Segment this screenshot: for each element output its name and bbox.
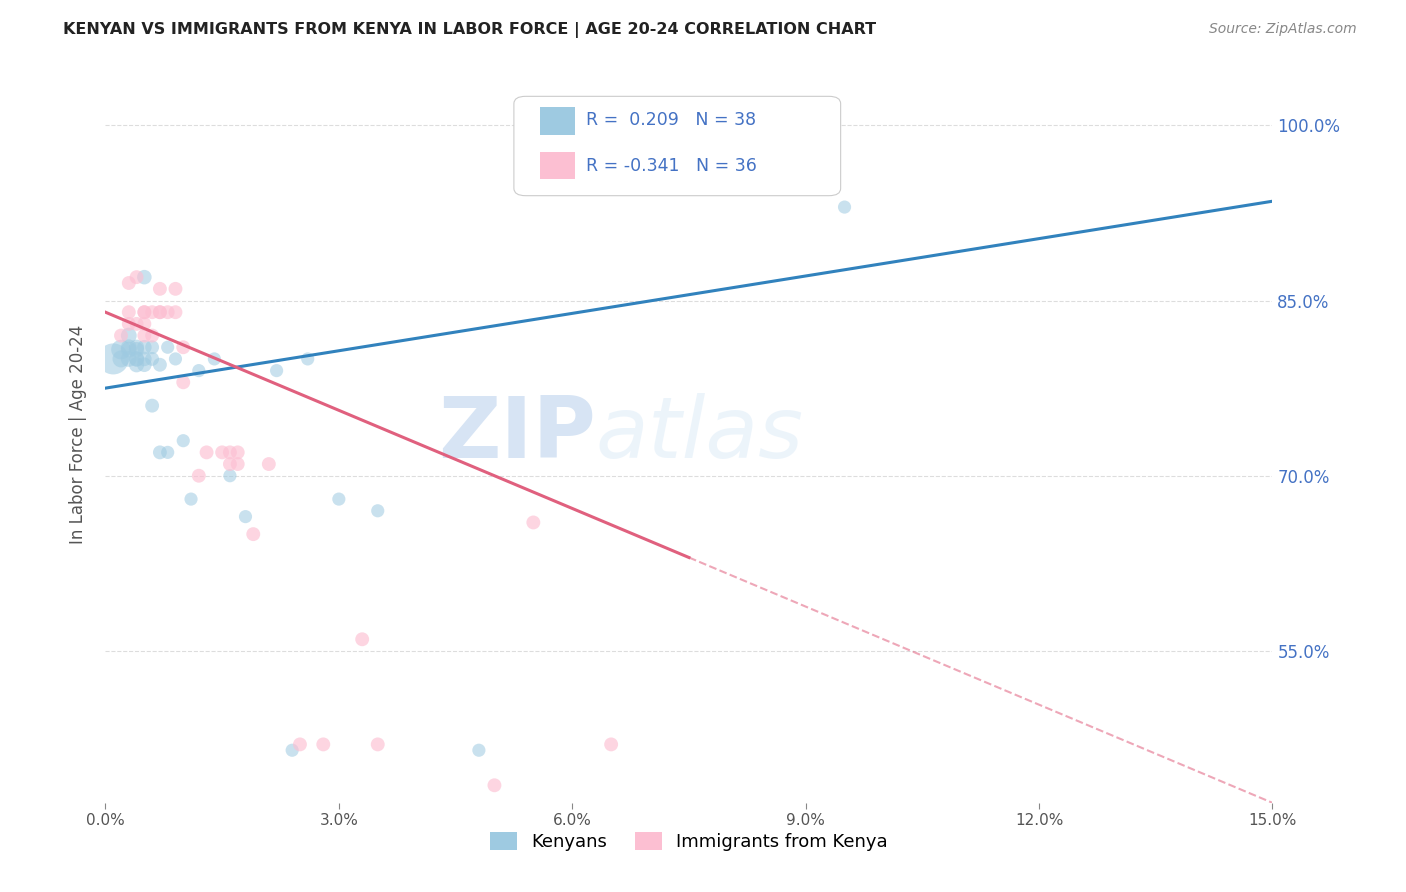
Point — [219, 457, 242, 471]
Point — [165, 282, 187, 296]
Point — [156, 305, 179, 319]
Point — [125, 343, 148, 357]
Point — [134, 351, 156, 366]
Point — [219, 445, 242, 459]
Text: ZIP: ZIP — [437, 393, 596, 476]
Legend: Kenyans, Immigrants from Kenya: Kenyans, Immigrants from Kenya — [481, 822, 897, 860]
Point — [125, 317, 148, 331]
Point — [125, 270, 148, 285]
Point — [141, 305, 163, 319]
Point — [141, 340, 163, 354]
Point — [352, 632, 374, 647]
Point — [211, 445, 233, 459]
Point — [125, 351, 148, 366]
Point — [165, 305, 187, 319]
Point — [226, 445, 249, 459]
Point — [134, 340, 156, 354]
Point — [257, 457, 280, 471]
Bar — [540, 152, 575, 179]
Text: atlas: atlas — [596, 393, 804, 476]
Point — [187, 363, 209, 377]
Point — [149, 305, 172, 319]
Point — [266, 363, 288, 377]
Point — [522, 516, 544, 530]
Point — [180, 492, 202, 507]
Point — [156, 340, 179, 354]
Point — [297, 351, 319, 366]
Point — [110, 343, 132, 357]
Point — [156, 445, 179, 459]
Point — [288, 738, 311, 752]
Point — [134, 305, 156, 319]
Point — [125, 340, 148, 354]
Point — [600, 738, 623, 752]
Text: Source: ZipAtlas.com: Source: ZipAtlas.com — [1209, 22, 1357, 37]
Point — [367, 738, 389, 752]
Point — [118, 328, 141, 343]
Point — [134, 358, 156, 372]
Point — [141, 399, 163, 413]
Point — [149, 445, 172, 459]
Point — [118, 276, 141, 290]
Point — [149, 358, 172, 372]
Point — [484, 778, 506, 792]
Bar — [540, 107, 575, 135]
Point — [834, 200, 856, 214]
Point — [172, 376, 194, 390]
Point — [118, 340, 141, 354]
Point — [195, 445, 218, 459]
Point — [328, 492, 350, 507]
FancyBboxPatch shape — [515, 96, 841, 195]
Point — [125, 351, 148, 366]
Point — [172, 434, 194, 448]
Point — [134, 270, 156, 285]
Point — [118, 351, 141, 366]
Point — [187, 468, 209, 483]
Point — [134, 328, 156, 343]
Point — [103, 351, 125, 366]
Text: KENYAN VS IMMIGRANTS FROM KENYA IN LABOR FORCE | AGE 20-24 CORRELATION CHART: KENYAN VS IMMIGRANTS FROM KENYA IN LABOR… — [63, 22, 876, 38]
Point — [219, 468, 242, 483]
Point — [367, 504, 389, 518]
Point — [165, 351, 187, 366]
Point — [110, 328, 132, 343]
Point — [134, 305, 156, 319]
Point — [118, 343, 141, 357]
Text: R =  0.209   N = 38: R = 0.209 N = 38 — [586, 111, 756, 128]
Point — [149, 282, 172, 296]
Point — [172, 340, 194, 354]
Point — [118, 317, 141, 331]
Point — [226, 457, 249, 471]
Point — [141, 328, 163, 343]
Point — [468, 743, 491, 757]
Point — [141, 351, 163, 366]
Point — [281, 743, 304, 757]
Point — [118, 305, 141, 319]
Point — [202, 351, 225, 366]
Text: R = -0.341   N = 36: R = -0.341 N = 36 — [586, 156, 756, 175]
Y-axis label: In Labor Force | Age 20-24: In Labor Force | Age 20-24 — [69, 326, 87, 544]
Point — [654, 142, 676, 156]
Point — [235, 509, 257, 524]
Point — [312, 738, 335, 752]
Point — [149, 305, 172, 319]
Point — [242, 527, 264, 541]
Point — [125, 358, 148, 372]
Point — [110, 351, 132, 366]
Point — [134, 317, 156, 331]
